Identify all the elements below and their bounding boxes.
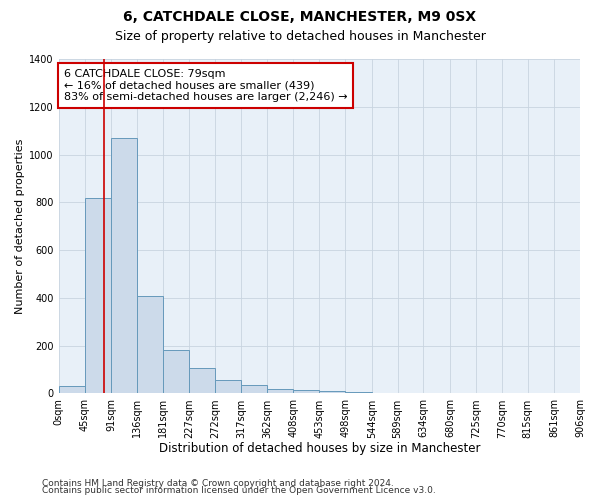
Text: Size of property relative to detached houses in Manchester: Size of property relative to detached ho… bbox=[115, 30, 485, 43]
Text: Contains public sector information licensed under the Open Government Licence v3: Contains public sector information licen… bbox=[42, 486, 436, 495]
Bar bbox=[371, 392, 398, 394]
Bar bbox=[85, 198, 111, 394]
X-axis label: Distribution of detached houses by size in Manchester: Distribution of detached houses by size … bbox=[158, 442, 480, 455]
Bar bbox=[189, 368, 215, 394]
Y-axis label: Number of detached properties: Number of detached properties bbox=[15, 138, 25, 314]
Bar bbox=[137, 296, 163, 394]
Bar bbox=[267, 388, 293, 394]
Text: Contains HM Land Registry data © Crown copyright and database right 2024.: Contains HM Land Registry data © Crown c… bbox=[42, 478, 394, 488]
Bar bbox=[241, 385, 267, 394]
Bar bbox=[293, 390, 319, 394]
Text: 6 CATCHDALE CLOSE: 79sqm
← 16% of detached houses are smaller (439)
83% of semi-: 6 CATCHDALE CLOSE: 79sqm ← 16% of detach… bbox=[64, 69, 347, 102]
Bar bbox=[319, 391, 345, 394]
Bar bbox=[398, 393, 424, 394]
Bar bbox=[345, 392, 371, 394]
Bar bbox=[59, 386, 85, 394]
Bar bbox=[111, 138, 137, 394]
Bar bbox=[215, 380, 241, 394]
Text: 6, CATCHDALE CLOSE, MANCHESTER, M9 0SX: 6, CATCHDALE CLOSE, MANCHESTER, M9 0SX bbox=[124, 10, 476, 24]
Bar bbox=[163, 350, 189, 394]
